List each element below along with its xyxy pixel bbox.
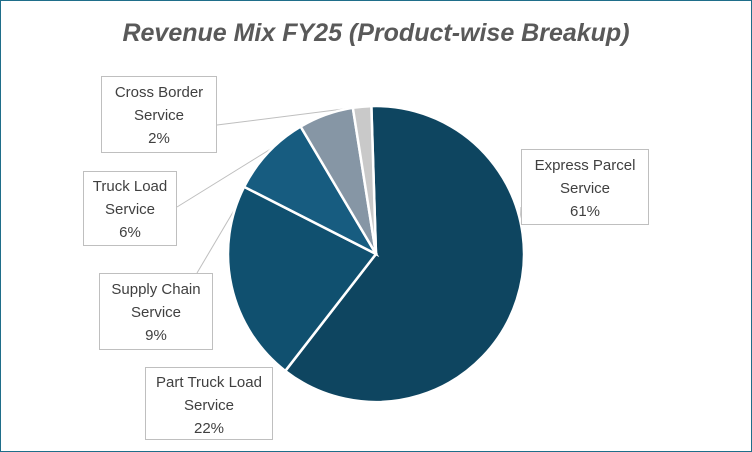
data-label-cross-border: Cross Border Service 2% <box>101 76 217 153</box>
pie-slice-cross-border <box>351 104 378 255</box>
data-label-express-parcel: Express Parcel Service 61% <box>521 149 649 225</box>
data-label-truck-load: Truck Load Service 6% <box>83 171 177 246</box>
pie-slice-supply-chain <box>242 124 380 258</box>
chart-title: Revenue Mix FY25 (Product-wise Breakup) <box>122 19 630 47</box>
pie-slices <box>226 104 526 404</box>
data-label-part-truck-load: Part Truck Load Service 22% <box>145 367 273 440</box>
pie-slice-part-truck-load <box>226 185 378 373</box>
data-label-supply-chain: Supply Chain Service 9% <box>99 273 213 350</box>
pie-slice-express-parcel <box>283 104 526 404</box>
